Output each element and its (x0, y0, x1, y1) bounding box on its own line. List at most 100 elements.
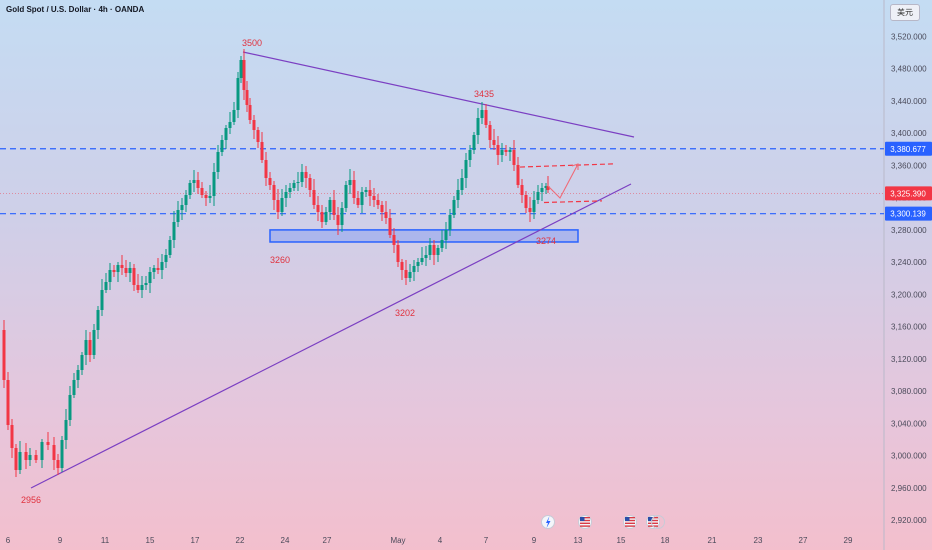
y-tick-label: 3,400.000 (891, 129, 927, 138)
y-tick-label: 3,520.000 (891, 33, 927, 42)
candle (272, 185, 276, 200)
candle (408, 272, 412, 278)
x-tick-label: 11 (101, 536, 110, 545)
candle (356, 198, 360, 205)
candle (412, 266, 416, 272)
candle (264, 160, 268, 178)
candle (460, 178, 464, 190)
chart-title: Gold Spot / U.S. Dollar · 4h · OANDA (6, 5, 145, 14)
candle (400, 262, 404, 270)
candle (472, 135, 476, 150)
support-trendline[interactable] (30, 183, 632, 489)
x-tick-label: 29 (844, 536, 853, 545)
candle (108, 270, 112, 282)
candle (2, 330, 6, 380)
y-tick-label: 3,160.000 (891, 323, 927, 332)
y-tick-label: 3,440.000 (891, 97, 927, 106)
flag-stripe (625, 525, 635, 527)
candle (376, 200, 380, 205)
candle (10, 425, 14, 448)
x-tick-label: 23 (754, 536, 763, 545)
projection-arrow[interactable] (547, 163, 579, 199)
candle (24, 452, 28, 460)
candle (404, 270, 408, 278)
candle (332, 200, 336, 215)
y-tick-label: 3,360.000 (891, 161, 927, 170)
candle (204, 195, 208, 198)
candle (508, 150, 512, 152)
candle (140, 285, 144, 290)
upper-level-badge: 3,380.677 (890, 145, 926, 154)
candle (520, 185, 524, 195)
candle (28, 455, 32, 460)
flag-stripe (580, 517, 590, 519)
upper-level-badge-bg (885, 141, 932, 156)
y-tick-label: 3,280.000 (891, 226, 927, 235)
candle (456, 190, 460, 200)
candle (392, 235, 396, 245)
candle (144, 283, 148, 285)
currency-button[interactable]: 美元 (890, 4, 920, 21)
candle (328, 200, 332, 212)
candle (6, 380, 10, 425)
candle (132, 268, 136, 285)
lower-level-badge-bg (885, 206, 932, 221)
us-flag-icon-overlap[interactable] (651, 515, 665, 529)
y-tick-label: 3,480.000 (891, 65, 927, 74)
candle (288, 188, 292, 192)
candle (512, 150, 516, 165)
candle (504, 150, 508, 152)
candle (180, 205, 184, 210)
y-tick-label: 2,960.000 (891, 484, 927, 493)
swing-low-right-label: 3274 (536, 236, 556, 246)
candle (172, 222, 176, 240)
candle (324, 212, 328, 222)
x-tick-label: 9 (532, 536, 537, 545)
candle (532, 200, 536, 212)
resistance-trendline[interactable] (242, 51, 635, 138)
candle (292, 183, 296, 188)
candle (360, 192, 364, 205)
candle (152, 268, 156, 272)
candle (348, 180, 352, 185)
candle (540, 188, 544, 192)
x-tick-label: 15 (617, 536, 626, 545)
candle (452, 200, 456, 215)
candle (60, 440, 64, 468)
candle (212, 172, 216, 196)
candle (524, 195, 528, 208)
candle (300, 172, 304, 182)
target-upper-dash[interactable] (519, 163, 616, 168)
swing-low-left-label: 3260 (270, 255, 290, 265)
candle (128, 268, 132, 273)
candle (336, 215, 340, 225)
swing-low-mid-label: 3202 (395, 308, 415, 318)
candle (56, 460, 60, 468)
candle (176, 210, 180, 222)
flag-stripe (625, 522, 635, 524)
candle (52, 445, 56, 460)
flag-stripe (580, 522, 590, 524)
x-tick-label: 24 (281, 536, 290, 545)
candle (239, 60, 243, 78)
candle (364, 190, 368, 192)
candle (84, 340, 88, 355)
y-tick-label: 3,000.000 (891, 452, 927, 461)
candle (352, 180, 356, 198)
candle (276, 200, 280, 212)
support-zone[interactable] (269, 229, 579, 243)
lower-level-badge: 3,300.139 (890, 210, 926, 219)
candle (116, 265, 120, 272)
x-tick-label: 15 (146, 536, 155, 545)
candle (448, 215, 452, 230)
target-lower-dash[interactable] (543, 200, 603, 204)
x-tick-label: 27 (799, 536, 808, 545)
candle (476, 118, 480, 135)
candle (284, 192, 288, 198)
candle (40, 442, 44, 460)
candle (112, 270, 116, 272)
candle (380, 205, 384, 212)
triangle-high-label: 3435 (474, 89, 494, 99)
candle (368, 190, 372, 196)
